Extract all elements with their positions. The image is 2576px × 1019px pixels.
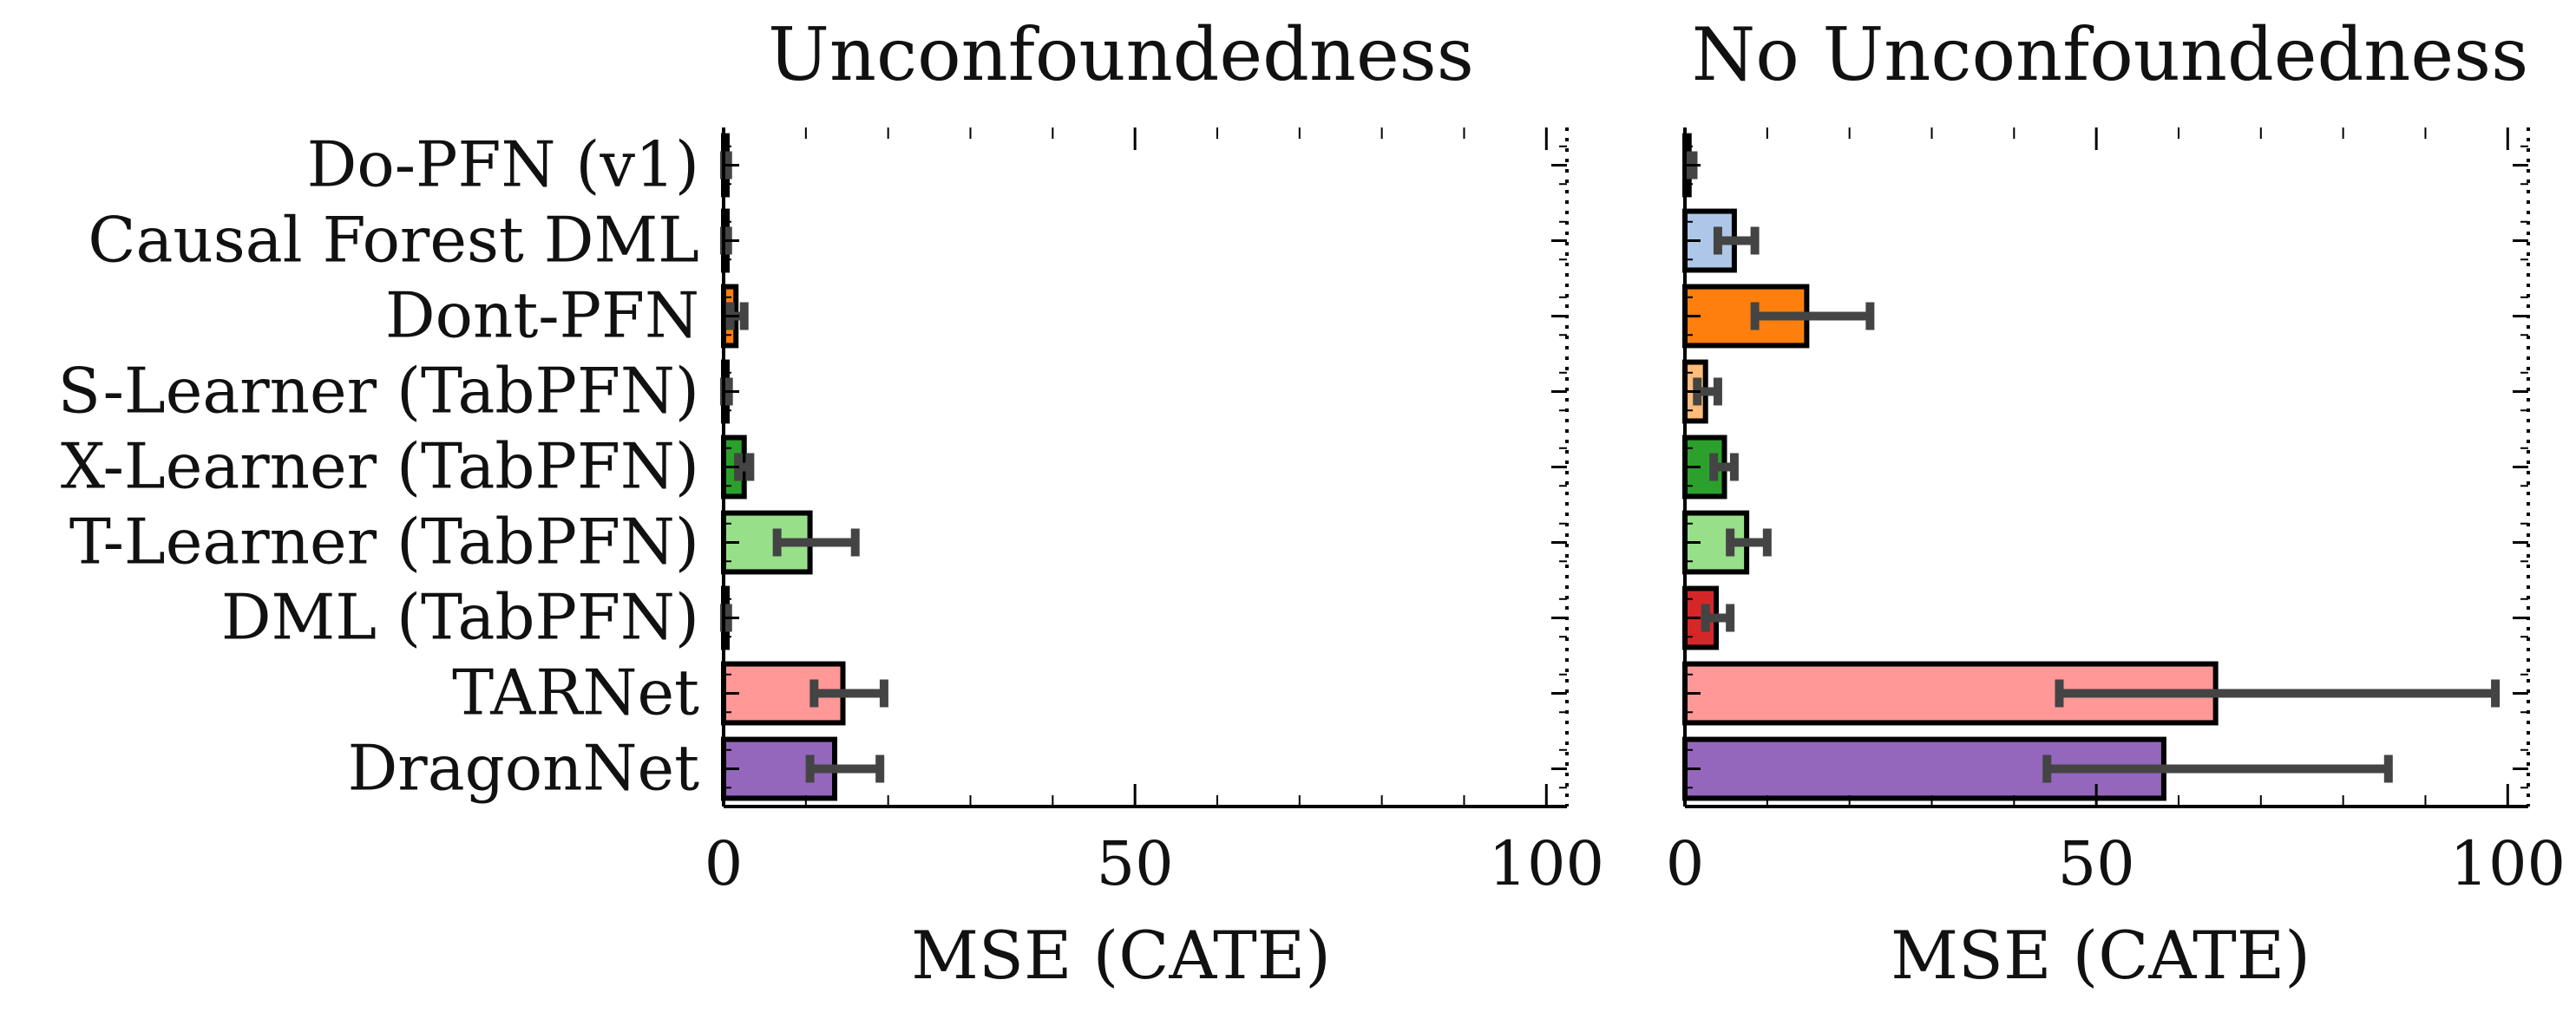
y-tick-label-dont-pfn: Dont-PFN: [385, 279, 699, 352]
error-bars: [1682, 151, 2501, 783]
y-tick-label-dragonnet: DragonNet: [348, 732, 699, 805]
chart-title-unconfoundedness: Unconfoundedness: [768, 12, 1474, 97]
error-bar-tarnet: [2055, 679, 2501, 708]
axes: [722, 127, 1569, 808]
x-axis-label: MSE (CATE): [911, 917, 1331, 994]
x-tick-label: 50: [2058, 828, 2135, 899]
x-tick-labels: 0 50 100: [705, 828, 1604, 899]
panel-unconfoundedness: Unconfoundedness Do-PFN (v1)Causal Fores…: [58, 12, 1604, 994]
x-tick-labels: 0 50 100: [1666, 828, 2566, 899]
panel-no-unconfoundedness: No Unconfoundedness 0 50 100 MSE (CATE): [1666, 12, 2566, 994]
y-tick-label-do-pfn-v1: Do-PFN (v1): [307, 128, 699, 201]
y-tick-labels: Do-PFN (v1)Causal Forest DMLDont-PFNS-Le…: [58, 128, 699, 805]
y-tick-label-x-learner-tabpfn: X-Learner (TabPFN): [61, 430, 699, 503]
y-tick-label-tarnet: TARNet: [452, 656, 699, 729]
x-tick-label: 100: [2449, 828, 2566, 899]
error-bar-t-learner-tabpfn: [1726, 528, 1772, 557]
error-bar-tarnet: [810, 679, 888, 708]
x-tick-label: 50: [1097, 828, 1174, 899]
y-tick-label-dml-tabpfn: DML (TabPFN): [221, 581, 699, 654]
x-tick-label: 0: [1666, 828, 1705, 899]
error-bar-dont-pfn: [1750, 302, 1875, 330]
y-tick-label-causal-forest-dml: Causal Forest DML: [88, 204, 699, 277]
error-bar-t-learner-tabpfn: [772, 528, 860, 557]
y-tick-label-s-learner-tabpfn: S-Learner (TabPFN): [58, 355, 699, 428]
x-tick-label: 100: [1488, 828, 1604, 899]
x-tick-label: 0: [705, 828, 744, 899]
axes: [1683, 127, 2530, 808]
error-bar-x-learner-tabpfn: [1709, 453, 1739, 481]
error-bar-dragonnet: [805, 754, 885, 783]
error-bar-dml-tabpfn: [1701, 604, 1735, 632]
x-axis-label: MSE (CATE): [1891, 917, 2311, 994]
error-bar-dragonnet: [2042, 754, 2393, 783]
bars: [1682, 133, 2219, 801]
chart-title-no-unconfoundedness: No Unconfoundedness: [1692, 12, 2529, 97]
y-tick-label-t-learner-tabpfn: T-Learner (TabPFN): [69, 506, 699, 578]
error-bar-causal-forest-dml: [1713, 226, 1760, 255]
